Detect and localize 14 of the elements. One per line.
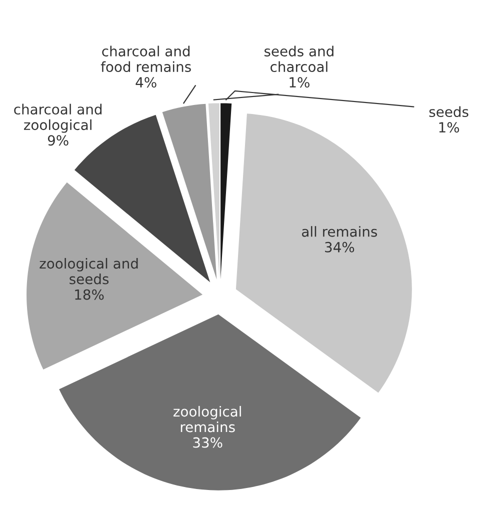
slice-label: zoological and seeds — [40, 258, 138, 284]
data-label: 1% — [290, 77, 310, 88]
data-label: 9% — [48, 135, 68, 146]
data-label: 4% — [136, 77, 156, 88]
data-label: 1% — [439, 122, 460, 133]
data-label: 34% — [325, 242, 354, 252]
slice-label: seeds and charcoal — [264, 46, 334, 72]
slice-label: seeds — [429, 106, 468, 118]
slice-label: charcoal and zoological — [14, 104, 102, 133]
slice-label: charcoal and food remains — [100, 46, 191, 72]
slice-label: all remains — [302, 226, 378, 237]
data-label: 33% — [193, 437, 222, 448]
slice-label: zoological remains — [174, 406, 241, 432]
data-label: 18% — [75, 289, 104, 300]
